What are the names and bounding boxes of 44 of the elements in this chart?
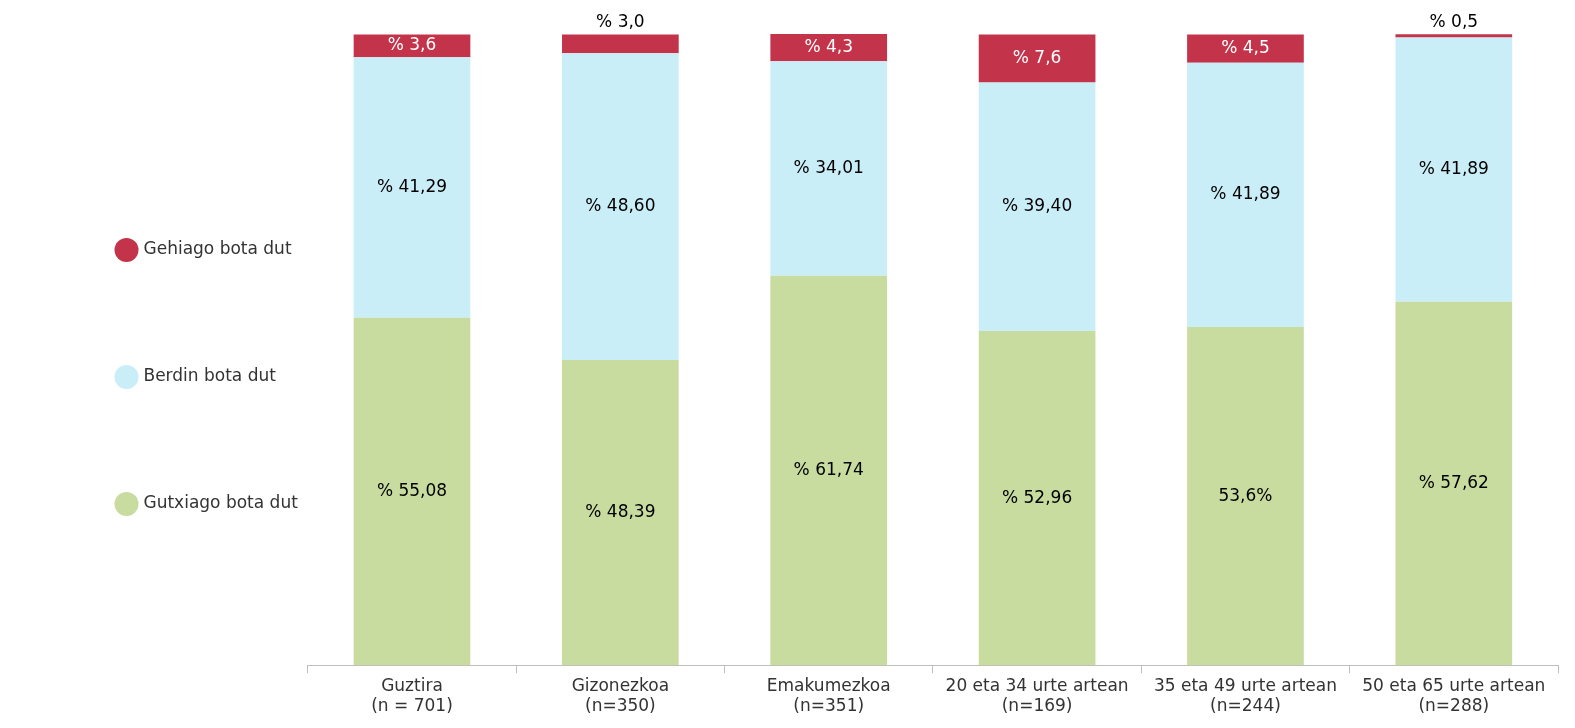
data-label: % 7,6	[1012, 46, 1062, 67]
bar	[1187, 327, 1304, 666]
bar	[353, 57, 471, 318]
data-label: % 34,01	[793, 156, 864, 177]
bar	[978, 82, 1096, 332]
bar	[1187, 34, 1304, 63]
x-tick-label: Gizonezkoa (n=350)	[571, 674, 670, 716]
bar	[562, 34, 679, 54]
data-label: % 39,40	[1001, 195, 1073, 216]
legend-label: Berdin bota dut	[143, 365, 277, 386]
x-tick-label: 20 eta 34 urte artean (n=169)	[945, 674, 1129, 716]
data-label: 53,6%	[1218, 484, 1273, 505]
data-label: % 41,89	[1418, 157, 1489, 178]
data-label: % 57,62	[1418, 471, 1489, 492]
bar	[1395, 34, 1513, 38]
data-label: % 3,0	[596, 11, 645, 32]
bar	[978, 34, 1096, 83]
bar	[770, 61, 888, 276]
data-label: % 0,5	[1429, 11, 1479, 32]
x-tick-label: 35 eta 49 urte artean (n=244)	[1153, 674, 1337, 716]
data-label: % 55,08	[376, 479, 448, 500]
x-tick-label: Emakumezkoa (n=351)	[766, 674, 891, 716]
bar	[562, 359, 679, 666]
data-label: % 52,96	[1001, 486, 1073, 507]
bar	[1395, 37, 1513, 302]
bar	[1187, 62, 1304, 328]
bar	[978, 331, 1096, 666]
data-label: % 61,74	[793, 458, 864, 479]
x-tick-label: Guztira (n = 701)	[371, 674, 453, 716]
legend-label: Gutxiago bota dut	[143, 492, 299, 513]
data-label: % 41,89	[1210, 183, 1281, 204]
bar	[770, 275, 888, 666]
data-label: % 4,5	[1221, 37, 1270, 57]
bar	[770, 34, 888, 62]
bar	[353, 317, 471, 666]
data-label: % 48,39	[585, 500, 656, 521]
data-label: % 48,60	[585, 195, 656, 216]
legend-label: Gehiago bota dut	[143, 238, 292, 259]
bar	[1395, 301, 1513, 666]
data-label: % 41,29	[376, 175, 448, 196]
data-label: % 3,6	[387, 34, 437, 55]
x-tick-label: 50 eta 65 urte artean (n=288)	[1362, 674, 1546, 716]
bar	[562, 53, 679, 360]
data-label: % 4,3	[804, 35, 854, 56]
